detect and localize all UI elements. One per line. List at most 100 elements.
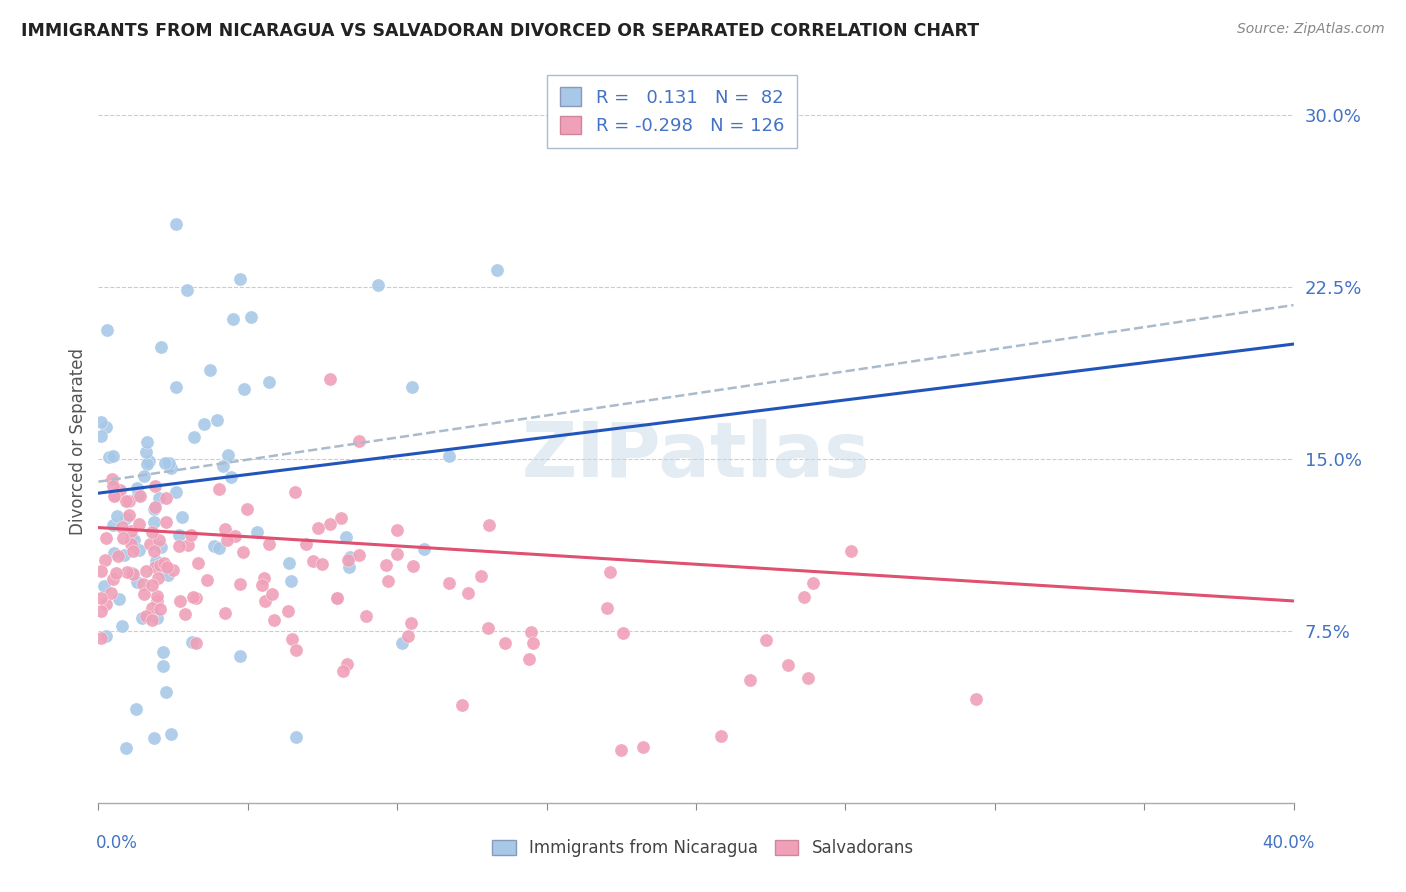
Point xyxy=(111,532,134,546)
Point xyxy=(738,673,761,688)
Point xyxy=(710,730,733,744)
Point xyxy=(318,371,340,385)
Point xyxy=(217,448,239,462)
Point xyxy=(336,657,359,672)
Point xyxy=(183,430,205,444)
Point xyxy=(284,485,307,500)
Point xyxy=(150,340,173,354)
Point xyxy=(803,576,825,591)
Point xyxy=(125,481,148,495)
Point xyxy=(339,549,361,564)
Point xyxy=(631,739,654,754)
Point xyxy=(136,457,159,471)
Point xyxy=(184,591,207,605)
Legend: R =   0.131   N =  82, R = -0.298   N = 126: R = 0.131 N = 82, R = -0.298 N = 126 xyxy=(547,75,797,148)
Point xyxy=(96,419,118,434)
Point xyxy=(146,594,169,608)
Point xyxy=(160,727,183,741)
Point xyxy=(281,632,304,646)
Point xyxy=(478,517,501,532)
Text: 0.0%: 0.0% xyxy=(96,834,138,852)
Point xyxy=(160,460,183,475)
Point xyxy=(153,556,176,570)
Point xyxy=(219,470,242,484)
Point xyxy=(103,518,125,533)
Point xyxy=(253,594,276,608)
Point xyxy=(170,510,193,524)
Point xyxy=(778,657,800,672)
Y-axis label: Divorced or Separated: Divorced or Separated xyxy=(69,348,87,535)
Point xyxy=(195,574,218,588)
Point xyxy=(157,456,180,470)
Point xyxy=(90,591,112,605)
Point xyxy=(229,271,252,285)
Point xyxy=(122,533,145,547)
Point xyxy=(131,611,153,625)
Point xyxy=(311,558,333,572)
Point xyxy=(181,635,204,649)
Point xyxy=(335,530,357,544)
Point xyxy=(139,536,162,550)
Point xyxy=(277,604,299,618)
Point xyxy=(127,488,149,502)
Point xyxy=(90,631,112,645)
Point xyxy=(128,542,150,557)
Point xyxy=(232,382,254,396)
Point xyxy=(437,575,460,590)
Point xyxy=(253,571,276,585)
Point xyxy=(457,586,479,600)
Text: Source: ZipAtlas.com: Source: ZipAtlas.com xyxy=(1237,22,1385,37)
Point xyxy=(118,508,141,522)
Point xyxy=(337,560,360,574)
Point xyxy=(141,600,163,615)
Point xyxy=(135,445,157,459)
Point xyxy=(90,429,112,443)
Point xyxy=(121,566,143,581)
Point xyxy=(132,587,155,601)
Point xyxy=(121,566,143,581)
Point xyxy=(401,380,423,394)
Point xyxy=(148,491,170,505)
Point xyxy=(965,692,987,706)
Point xyxy=(797,671,820,685)
Point xyxy=(250,578,273,592)
Point xyxy=(228,577,250,591)
Point xyxy=(280,574,302,588)
Point xyxy=(839,544,862,558)
Point xyxy=(148,533,170,548)
Text: ZIPatlas: ZIPatlas xyxy=(522,419,870,493)
Point xyxy=(399,616,422,631)
Point xyxy=(134,609,156,624)
Point xyxy=(329,511,352,525)
Point xyxy=(332,664,354,678)
Point xyxy=(145,554,167,568)
Point xyxy=(138,453,160,467)
Point xyxy=(101,449,124,463)
Point xyxy=(207,483,229,497)
Point xyxy=(377,574,399,589)
Point xyxy=(167,540,190,554)
Point xyxy=(207,413,229,427)
Point xyxy=(155,685,177,699)
Point xyxy=(470,568,492,582)
Point xyxy=(90,415,112,429)
Point xyxy=(165,485,187,500)
Point xyxy=(236,502,259,516)
Point xyxy=(307,521,329,535)
Point xyxy=(396,629,419,643)
Point xyxy=(295,537,318,551)
Point xyxy=(477,621,499,635)
Point xyxy=(94,598,117,612)
Point xyxy=(165,380,187,394)
Point xyxy=(391,636,413,650)
Point xyxy=(207,541,229,555)
Point xyxy=(155,491,177,505)
Point xyxy=(165,217,187,231)
Point xyxy=(122,544,145,558)
Point xyxy=(155,456,177,470)
Point xyxy=(215,533,238,548)
Point xyxy=(232,545,254,559)
Point xyxy=(522,636,544,650)
Point xyxy=(94,552,117,566)
Point xyxy=(263,613,285,627)
